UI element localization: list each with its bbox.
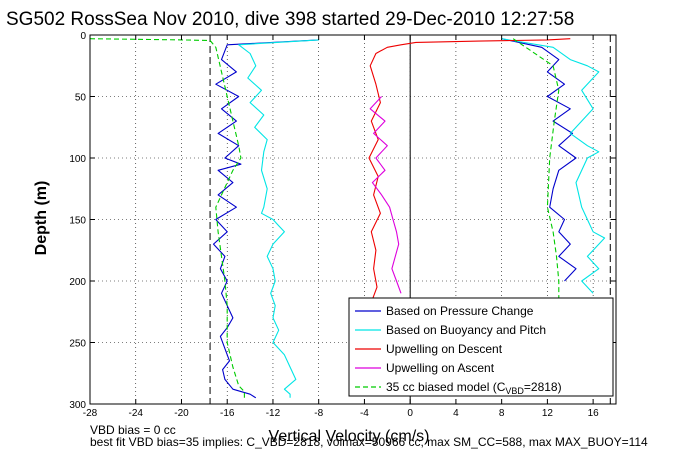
legend-label: Upwelling on Descent bbox=[386, 342, 503, 356]
footer-best-fit: best fit VBD bias=35 implies: C_VBD=2818… bbox=[90, 435, 648, 449]
x-axis-label: Vertical Velocity (cm/s) bbox=[268, 428, 430, 445]
x-tick-label: -20 bbox=[174, 408, 189, 419]
legend-label: Based on Pressure Change bbox=[386, 304, 534, 318]
x-tick-label: -4 bbox=[360, 408, 369, 419]
x-tick-label: 0 bbox=[407, 408, 413, 419]
legend-box bbox=[348, 297, 614, 397]
y-tick-label: 100 bbox=[69, 154, 86, 165]
x-tick-label: 4 bbox=[453, 408, 459, 419]
x-tick-label: -16 bbox=[220, 408, 235, 419]
x-tick-label: -8 bbox=[314, 408, 323, 419]
y-tick-label: 250 bbox=[69, 339, 86, 350]
series-line bbox=[501, 38, 606, 294]
y-tick-label: 50 bbox=[75, 93, 87, 104]
series-line bbox=[238, 39, 319, 398]
chart-title: SG502 RossSea Nov 2010, dive 398 started… bbox=[6, 9, 575, 30]
series-line bbox=[368, 38, 571, 312]
series-line bbox=[369, 96, 402, 294]
series-line bbox=[501, 38, 577, 282]
x-tick-label: 8 bbox=[499, 408, 505, 419]
series-line bbox=[512, 38, 560, 300]
x-tick-label: -28 bbox=[83, 408, 98, 419]
y-tick-label: 300 bbox=[69, 400, 86, 411]
legend-label: Upwelling on Ascent bbox=[386, 361, 495, 375]
x-tick-label: -24 bbox=[129, 408, 144, 419]
y-tick-label: 0 bbox=[80, 31, 86, 42]
x-tick-label: 12 bbox=[542, 408, 554, 419]
legend-label: Based on Buoyancy and Pitch bbox=[386, 323, 546, 337]
series-line bbox=[212, 39, 319, 399]
x-tick-label: 16 bbox=[588, 408, 600, 419]
x-tick-label: -12 bbox=[266, 408, 281, 419]
legend-label: 35 cc biased model (CVBD=2818) bbox=[386, 380, 562, 396]
y-tick-label: 150 bbox=[69, 216, 86, 227]
footer-vbd-bias: VBD bias = 0 cc bbox=[90, 423, 176, 437]
y-tick-label: 200 bbox=[69, 277, 86, 288]
